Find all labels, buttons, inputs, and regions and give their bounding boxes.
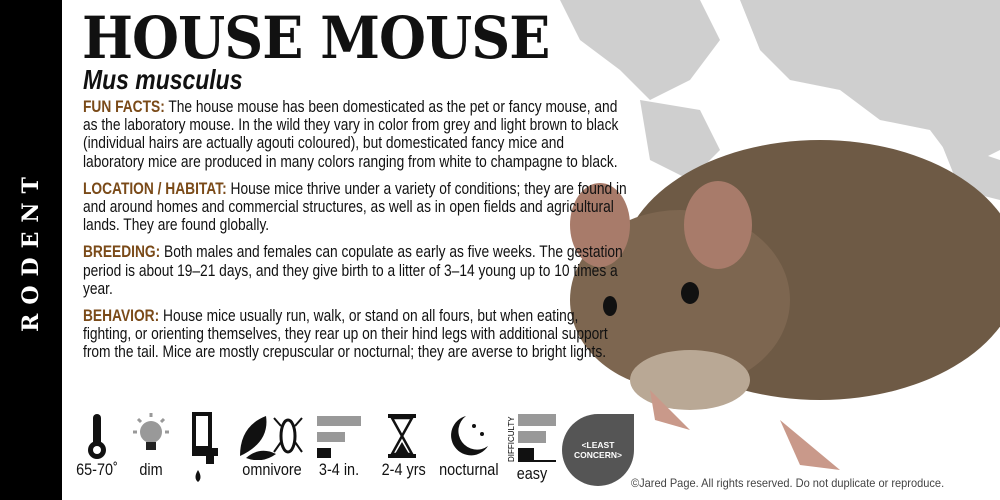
section-label: BREEDING: — [83, 243, 161, 262]
stat-label: easy — [516, 464, 548, 483]
stat-label: 3-4 in. — [318, 460, 360, 479]
stat-label: nocturnal — [439, 460, 499, 479]
page-title: HOUSE MOUSE — [82, 4, 550, 72]
ruler-icon — [317, 416, 361, 458]
lightbulb-icon — [133, 413, 169, 450]
description: FUN FACTS: The house mouse has been dome… — [83, 98, 627, 371]
conservation-status-badge: <LEAST CONCERN> — [562, 414, 634, 486]
stat-water — [188, 412, 222, 486]
stat-light: dim — [130, 412, 172, 480]
stat-label: dim — [139, 460, 163, 479]
section-fun-facts: FUN FACTS: The house mouse has been dome… — [83, 98, 627, 171]
difficulty-bars-icon: DIFFICULTY — [507, 414, 556, 462]
stat-diet: omnivore — [236, 412, 308, 480]
stat-temperature: 65-70˚ — [72, 412, 122, 480]
category-sidebar: RODENT — [0, 0, 62, 500]
section-label: LOCATION / HABITAT: — [83, 179, 227, 198]
section-label: BEHAVIOR: — [83, 307, 160, 326]
faucet-icon — [192, 412, 218, 482]
section-breeding: BREEDING: Both males and females can cop… — [83, 243, 627, 298]
stat-label: omnivore — [242, 460, 302, 479]
category-label: RODENT — [18, 168, 44, 332]
stat-label: 65-70˚ — [76, 460, 118, 479]
stat-activity: nocturnal — [434, 412, 502, 480]
stat-lifespan: 2-4 yrs — [378, 412, 426, 480]
section-behavior: BEHAVIOR: House mice usually run, walk, … — [83, 307, 627, 362]
section-location-habitat: LOCATION / HABITAT: House mice thrive un… — [83, 180, 627, 235]
moon-icon — [451, 416, 488, 456]
leaf-and-cricket-icon — [240, 416, 303, 460]
section-text: House mice thrive under a variety of con… — [83, 179, 627, 235]
stat-size: 3-4 in. — [314, 412, 364, 480]
section-text: The house mouse has been domesticated as… — [83, 98, 619, 171]
section-label: FUN FACTS: — [83, 98, 165, 116]
hourglass-icon — [388, 414, 416, 458]
difficulty-heading: DIFFICULTY — [507, 416, 516, 462]
copyright-notice: ©Jared Page. All rights reserved. Do not… — [631, 476, 945, 490]
stat-difficulty: DIFFICULTY easy — [506, 412, 558, 484]
stat-label: 2-4 yrs — [381, 460, 426, 479]
section-text: House mice usually run, walk, or stand o… — [83, 307, 608, 362]
mouse-photo — [570, 140, 1000, 470]
status-line-1: <LEAST — [581, 440, 615, 450]
world-map — [560, 0, 1000, 200]
thermometer-icon — [88, 414, 106, 459]
section-text: Both males and females can copulate as e… — [83, 243, 623, 298]
scientific-name: Mus musculus — [83, 64, 243, 95]
status-line-2: CONCERN> — [574, 450, 622, 460]
care-stats: 65-70˚ dim omnivore 3-4 in. 2-4 yrs noct… — [70, 412, 640, 492]
